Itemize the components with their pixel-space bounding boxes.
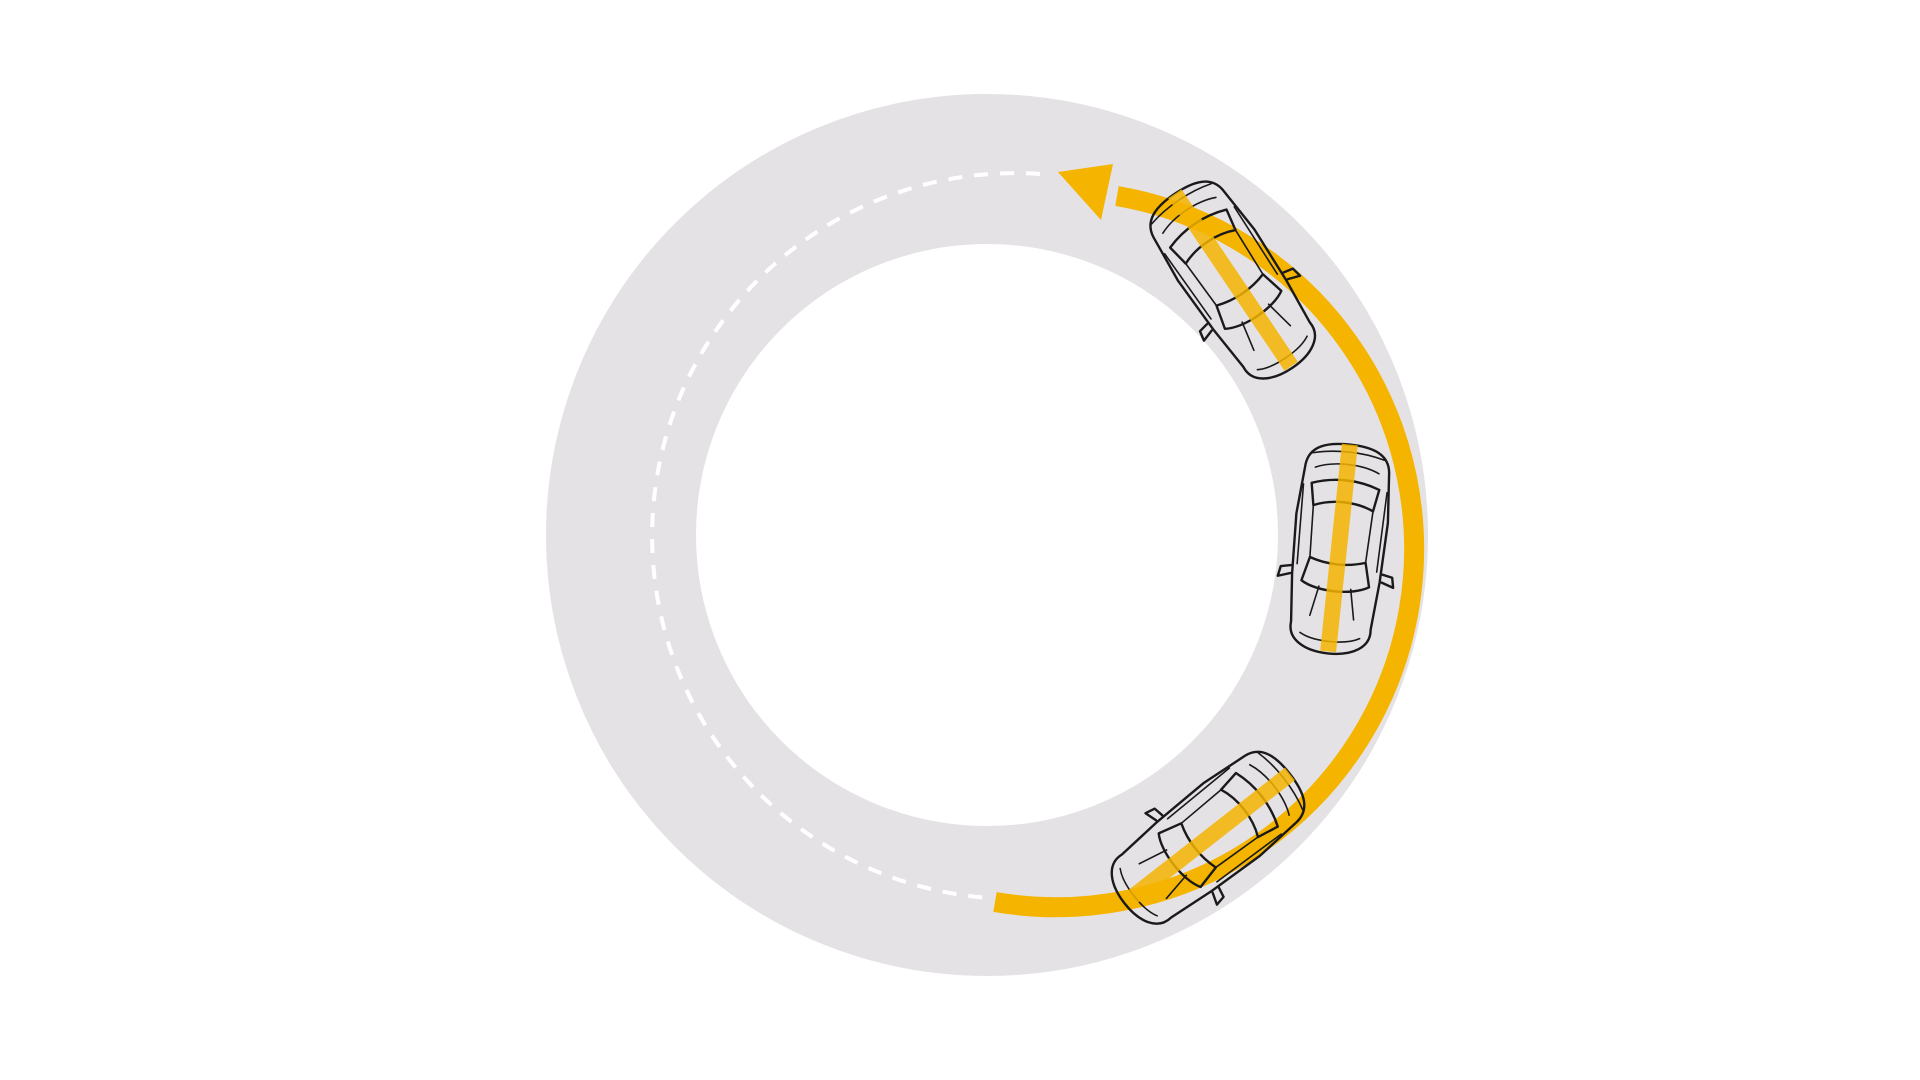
direction-arrow xyxy=(1058,164,1113,220)
car-middle xyxy=(1269,437,1409,661)
car-end xyxy=(1125,160,1342,402)
car-start xyxy=(1087,727,1327,951)
circular-track xyxy=(546,94,1428,976)
